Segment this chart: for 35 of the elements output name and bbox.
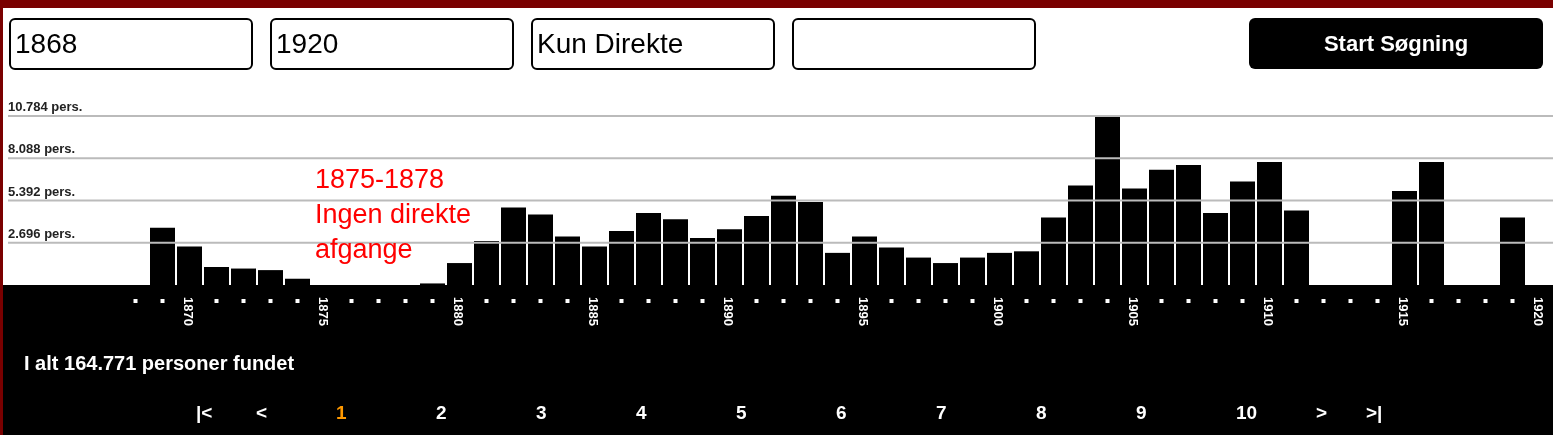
y-tick-label: 5.392 pers. <box>8 183 76 199</box>
text: 4 <box>636 402 647 424</box>
text-field: 1920 <box>270 18 514 70</box>
x-tick-label: 1910 <box>1260 297 1276 326</box>
text: >| <box>1366 402 1383 424</box>
y-tick-label: 2.696 pers. <box>8 225 76 241</box>
x-tick-label: 1905 <box>1125 297 1141 326</box>
x-tick-label: 1900 <box>990 297 1006 326</box>
text: I alt 164.771 personer fundet <box>24 352 295 375</box>
text: < <box>256 402 268 424</box>
x-tick-label: 1875 <box>315 297 331 326</box>
annotation: 1875-1878 Ingen direkte afgange <box>315 163 472 266</box>
text: 1 <box>336 402 347 424</box>
text: 9 <box>1136 402 1147 424</box>
text: 6 <box>836 402 847 424</box>
text: 3 <box>536 402 547 424</box>
text: 2 <box>436 402 447 424</box>
text: 8 <box>1036 402 1047 424</box>
search-button: Start Søgning <box>1249 18 1543 69</box>
text: 10 <box>1236 402 1258 424</box>
x-tick-label: 1880 <box>450 297 466 326</box>
x-tick-label: 1920 <box>1530 297 1546 326</box>
x-tick-label: 1915 <box>1395 297 1411 326</box>
y-tick-label: 8.088 pers. <box>8 141 76 157</box>
text: 7 <box>936 402 947 424</box>
x-tick-label: 1895 <box>855 297 871 326</box>
y-tick-label: 10.784 pers. <box>8 99 83 114</box>
x-tick-label: 1890 <box>720 297 736 326</box>
text-field: Kun Direkte <box>531 18 775 70</box>
text: |< <box>196 402 213 424</box>
x-tick-label: 1885 <box>585 297 601 326</box>
text: 5 <box>736 402 747 424</box>
x-tick-label: 1870 <box>180 297 196 326</box>
text: > <box>1316 402 1328 424</box>
text-field: 1868 <box>9 18 253 70</box>
